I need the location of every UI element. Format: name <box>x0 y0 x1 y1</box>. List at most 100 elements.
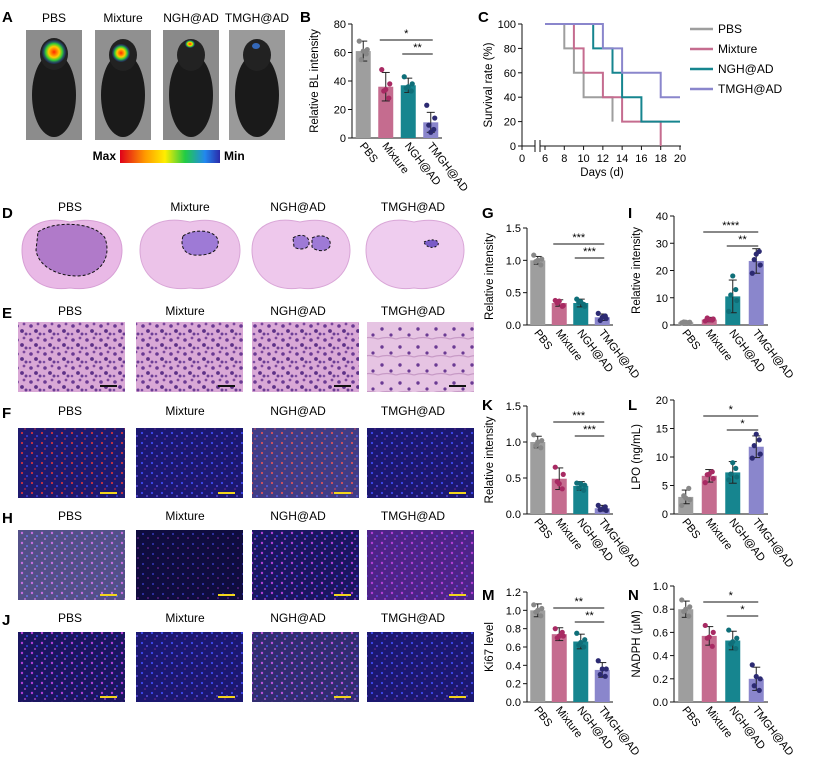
data-point <box>539 605 545 612</box>
panel-letter-a: A <box>2 9 13 26</box>
y-tick-label: 0 <box>510 141 516 153</box>
data-point <box>756 437 762 443</box>
data-point <box>706 634 712 640</box>
x-tick-label: PBS <box>357 140 380 165</box>
y-tick-label: 0.0 <box>506 509 521 521</box>
data-point <box>552 464 558 470</box>
x-tick-label: 16 <box>635 153 647 165</box>
data-point <box>597 671 603 678</box>
data-point <box>408 88 414 94</box>
y-axis-label: Survival rate (%) <box>483 42 495 127</box>
significance-label: *** <box>583 424 597 436</box>
j-image-pbs <box>18 632 125 702</box>
y-tick-label: 0 <box>340 133 346 145</box>
data-point <box>539 437 545 444</box>
data-point <box>599 666 605 672</box>
bar-pbs <box>355 51 371 139</box>
significance-label: ** <box>574 596 583 608</box>
data-point <box>405 84 411 90</box>
y-tick-label: 80 <box>334 19 346 31</box>
h-title-pbs: PBS <box>58 509 82 523</box>
significance-label: * <box>729 404 734 416</box>
panel-d-whole-brain-he: PBS Mixture NGH@AD TMGH@AD <box>21 200 465 290</box>
x-tick-label: 10 <box>577 153 589 165</box>
data-point <box>687 604 693 610</box>
brain-section-pbs <box>21 219 123 290</box>
j-image-ngh <box>252 632 359 702</box>
legend-label: TMGH@AD <box>718 82 783 96</box>
he-image-tmgh <box>367 322 474 392</box>
legend-label: NGH@AD <box>718 62 774 76</box>
data-point <box>730 639 736 645</box>
panel-letter-j: J <box>2 612 10 629</box>
y-tick-label: 40 <box>656 211 668 223</box>
y-tick-label: 20 <box>504 117 516 129</box>
data-point <box>751 443 757 449</box>
data-point <box>552 626 558 632</box>
significance-label: *** <box>572 410 586 422</box>
significance-label: * <box>740 418 745 430</box>
data-point <box>753 431 759 437</box>
data-point <box>757 676 763 682</box>
data-point <box>582 637 588 643</box>
data-point <box>556 481 562 487</box>
panel-letter-f: F <box>2 405 11 422</box>
panel-h-fluorescence: PBS Mixture NGH@AD TMGH@AD <box>18 509 474 600</box>
panel-letter-g: G <box>482 205 494 222</box>
data-point <box>734 635 740 641</box>
d-title-pbs: PBS <box>58 200 82 214</box>
data-point <box>379 67 385 73</box>
significance-label: ** <box>585 610 594 622</box>
h-image-ngh <box>252 530 359 600</box>
y-tick-label: 60 <box>334 48 346 60</box>
y-tick-label: 1.5 <box>506 223 521 235</box>
significance-label: ** <box>738 234 747 246</box>
y-tick-label: 80 <box>504 43 516 55</box>
data-point <box>726 308 732 314</box>
y-tick-label: 0.6 <box>653 627 668 639</box>
data-point <box>683 319 689 325</box>
y-axis-label: Relative BL intensity <box>309 29 321 133</box>
j-title-mixture: Mixture <box>165 611 205 625</box>
data-point <box>734 297 740 304</box>
y-axis-label: Ki67 level <box>484 622 496 672</box>
x-tick-label: PBS <box>531 704 554 729</box>
data-point <box>730 273 736 279</box>
y-tick-label: 1.2 <box>506 587 521 599</box>
data-point <box>679 502 685 509</box>
data-point <box>387 81 393 87</box>
e-title-mixture: Mixture <box>165 304 205 318</box>
data-point <box>733 286 739 293</box>
y-axis-label: Relative intensity <box>484 416 496 503</box>
y-tick-label: 15 <box>656 424 668 436</box>
a-title-pbs: PBS <box>42 11 66 25</box>
h-title-mixture: Mixture <box>165 509 205 523</box>
x-tick-label: PBS <box>679 516 702 541</box>
data-point <box>751 683 757 689</box>
data-point <box>559 486 565 492</box>
panel-letter-l: L <box>628 397 637 414</box>
data-point <box>710 476 716 482</box>
y-axis-label: Relative intensity <box>484 233 496 320</box>
y-axis-label: LPO (ng/mL) <box>631 424 643 490</box>
data-point <box>595 658 601 664</box>
data-point <box>709 643 715 649</box>
data-point <box>574 480 580 486</box>
data-point <box>535 439 541 445</box>
chart-c: 0 20 40 60 80 100 0 6 8 10 12 14 16 18 20 Days (d) Survi… <box>483 19 783 179</box>
x-tick-label: 12 <box>597 153 609 165</box>
data-point <box>749 270 755 276</box>
data-point <box>556 298 562 304</box>
y-tick-label: 0.2 <box>506 679 521 691</box>
y-tick-label: 0.0 <box>506 320 521 332</box>
x-tick-label: PBS <box>679 327 702 352</box>
brain-section-mixture <box>139 219 241 290</box>
data-point <box>538 613 544 619</box>
bar-mixture <box>701 475 717 514</box>
data-point <box>728 471 734 477</box>
